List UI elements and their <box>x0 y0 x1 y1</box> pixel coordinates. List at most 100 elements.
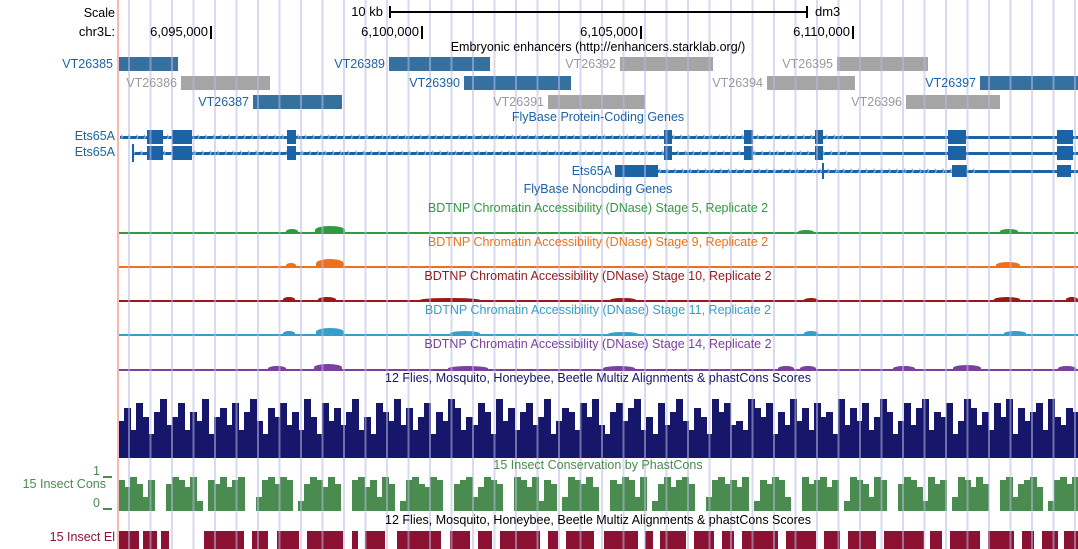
gene-start-tick <box>132 144 134 162</box>
chromosome-label: chr3L: <box>78 24 115 39</box>
gene-label-ets65a-1[interactable]: Ets65A <box>74 145 115 159</box>
elements-left-label[interactable]: 15 Insect El <box>49 530 115 544</box>
conservation-bar <box>742 477 749 511</box>
track-title-flybase-noncoding[interactable]: FlyBase Noncoding Genes <box>523 182 673 196</box>
track-title-dnase-2[interactable]: BDTNP Chromatin Accessibility (DNase) St… <box>424 269 772 283</box>
conservation-bar <box>388 483 395 511</box>
conservation-bar <box>148 480 155 511</box>
track-title-insect-conservation[interactable]: 15 Insect Conservation by PhastCons <box>493 458 703 472</box>
gene-exon[interactable] <box>744 146 753 160</box>
insect-element-block[interactable] <box>824 531 840 549</box>
noncoding-gene-tick <box>822 163 824 179</box>
insect-element-block[interactable] <box>660 531 686 549</box>
insect-element-block[interactable] <box>1042 531 1058 549</box>
conservation-axis-tick-1 <box>103 476 112 478</box>
insect-element-block[interactable] <box>352 531 358 549</box>
insect-element-block[interactable] <box>950 531 980 549</box>
gene-exon[interactable] <box>815 130 823 144</box>
insect-element-block[interactable] <box>988 531 1014 549</box>
ruler-tick-mark <box>421 26 423 39</box>
conservation-bar <box>436 480 443 511</box>
insect-element-block[interactable] <box>143 531 157 549</box>
conservation-bar <box>334 483 341 511</box>
insect-element-block[interactable] <box>884 531 924 549</box>
insect-element-block[interactable] <box>161 531 169 549</box>
conservation-axis-1: 1 <box>93 464 100 478</box>
noncoding-gene-exon[interactable] <box>615 165 658 177</box>
enhancer-label-vt26385: VT26385 <box>62 57 113 71</box>
track-title-dnase-4[interactable]: BDTNP Chromatin Accessibility (DNase) St… <box>424 337 772 351</box>
insect-element-block[interactable] <box>786 531 816 549</box>
insect-element-block[interactable] <box>1064 531 1078 549</box>
enhancer-label-vt26391: VT26391 <box>493 95 544 109</box>
conservation-bar <box>124 487 131 511</box>
gene-exon[interactable] <box>664 130 672 144</box>
assembly-label: dm3 <box>815 4 841 19</box>
track-title-multiz-alignments[interactable]: 12 Flies, Mosquito, Honeybee, Beetle Mul… <box>385 371 811 385</box>
gene-exon[interactable] <box>948 130 966 144</box>
gene-exon[interactable] <box>664 146 672 160</box>
insect-element-block[interactable] <box>478 531 492 549</box>
gene-exon[interactable] <box>172 130 192 144</box>
conservation-bar <box>880 480 887 511</box>
conservation-axis-0: 0 <box>93 496 100 510</box>
insect-element-block[interactable] <box>307 531 343 549</box>
gene-exon[interactable] <box>287 130 296 144</box>
track-title-multiz-alignments-2[interactable]: 12 Flies, Mosquito, Honeybee, Beetle Mul… <box>385 513 811 527</box>
insect-element-block[interactable] <box>694 531 714 549</box>
conservation-bar <box>496 483 503 511</box>
scale-bar-end-left <box>389 6 391 18</box>
insect-element-block[interactable] <box>1022 531 1034 549</box>
insect-element-block[interactable] <box>930 531 942 549</box>
insect-element-block[interactable] <box>277 531 299 549</box>
insect-element-block[interactable] <box>548 531 558 549</box>
scale-label: Scale <box>83 6 115 20</box>
insect-element-block[interactable] <box>645 531 653 549</box>
gene-exon[interactable] <box>172 146 192 160</box>
scale-bar-line <box>389 11 806 13</box>
insect-element-block[interactable] <box>722 531 734 549</box>
insect-element-block[interactable] <box>252 531 268 549</box>
track-title-embryonic-enhancers[interactable]: Embryonic enhancers (http://enhancers.st… <box>450 40 746 54</box>
conservation-bar <box>1036 487 1043 511</box>
insect-element-block[interactable] <box>365 531 385 549</box>
ruler-tick-mark <box>852 26 854 39</box>
insect-element-block[interactable] <box>742 531 778 549</box>
conservation-bar <box>982 483 989 511</box>
noncoding-gene-exon[interactable] <box>952 165 967 177</box>
track-title-dnase-1[interactable]: BDTNP Chromatin Accessibility (DNase) St… <box>427 235 769 249</box>
gene-label-ets65a-nc[interactable]: Ets65A <box>571 164 612 178</box>
conservation-left-label[interactable]: 15 Insect Cons <box>22 477 106 491</box>
track-title-dnase-0[interactable]: BDTNP Chromatin Accessibility (DNase) St… <box>427 201 769 215</box>
gene-exon[interactable] <box>147 130 163 144</box>
gene-exon[interactable] <box>287 146 296 160</box>
multiz-bar <box>124 407 131 458</box>
scale-bar-text: 10 kb <box>351 4 383 19</box>
conservation-bar <box>286 480 293 511</box>
noncoding-gene-exon[interactable] <box>1057 165 1071 177</box>
gene-exon[interactable] <box>1057 146 1073 160</box>
conservation-bar <box>196 500 203 511</box>
conservation-bar <box>118 480 125 511</box>
position-marker-line <box>117 0 119 549</box>
gene-exon[interactable] <box>1057 130 1073 144</box>
gene-exon[interactable] <box>147 146 163 160</box>
insect-element-block[interactable] <box>397 531 441 549</box>
gene-exon[interactable] <box>948 146 966 160</box>
gene-exon[interactable] <box>815 146 823 160</box>
track-title-flybase-protein-coding[interactable]: FlyBase Protein-Coding Genes <box>511 110 685 124</box>
insect-element-block[interactable] <box>500 531 540 549</box>
insect-element-block[interactable] <box>566 531 594 549</box>
insect-element-block[interactable] <box>117 531 139 549</box>
insect-element-block[interactable] <box>450 531 470 549</box>
scale-bar-end-right <box>806 6 808 18</box>
insect-element-block[interactable] <box>204 531 244 549</box>
conservation-bar <box>640 477 647 511</box>
insect-element-block[interactable] <box>848 531 876 549</box>
enhancer-label-vt26390: VT26390 <box>409 76 460 90</box>
track-title-dnase-3[interactable]: BDTNP Chromatin Accessibility (DNase) St… <box>424 303 772 317</box>
gene-label-ets65a-0[interactable]: Ets65A <box>74 129 115 143</box>
gene-exon[interactable] <box>744 130 753 144</box>
insect-element-block[interactable] <box>604 531 638 549</box>
ruler-tick-label: 6,100,000 <box>361 24 419 39</box>
